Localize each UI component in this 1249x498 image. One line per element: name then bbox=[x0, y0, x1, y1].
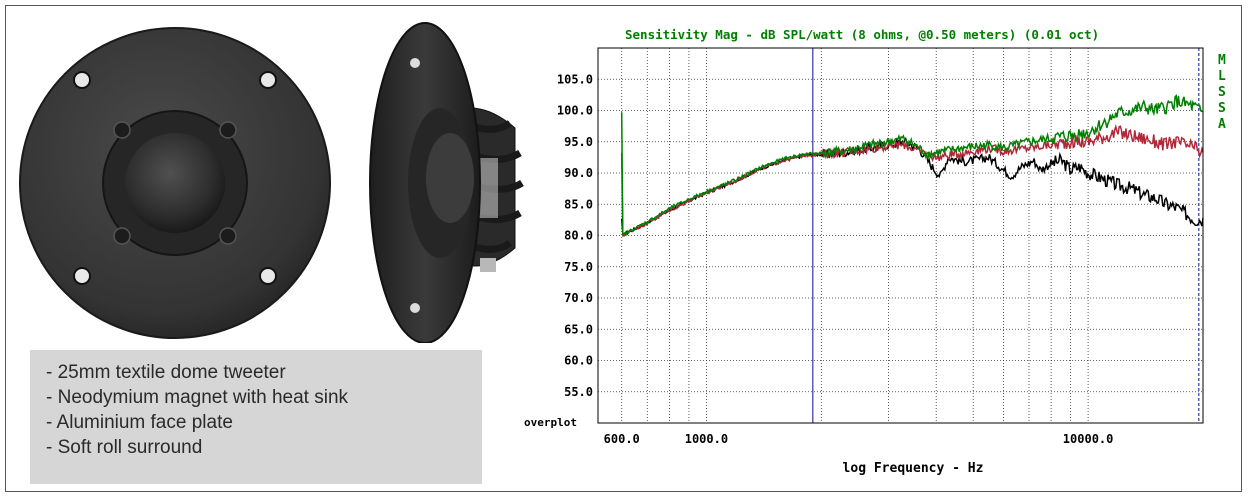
chart-title: Sensitivity Mag - dB SPL/watt (8 ohms, @… bbox=[625, 27, 1099, 42]
plot-area-border bbox=[597, 47, 1204, 424]
tweeter-side-view bbox=[369, 22, 524, 343]
mlssa-letter: S bbox=[1218, 101, 1226, 116]
x-tick-label: 600.0 bbox=[604, 432, 640, 446]
feature-item: - Soft roll surround bbox=[46, 437, 203, 458]
product-images bbox=[19, 22, 524, 343]
y-tick-label: 75.0 bbox=[564, 260, 593, 274]
x-axis-label: log Frequency - Hz bbox=[843, 461, 984, 476]
y-tick-label: 60.0 bbox=[564, 354, 593, 368]
y-tick-label: 105.0 bbox=[557, 72, 593, 86]
y-tick-label: 70.0 bbox=[564, 291, 593, 305]
y-tick-labels: 55.0 60.0 65.0 70.0 75.0 80.0 85.0 90.0 95.0 100.… bbox=[557, 72, 593, 399]
y-tick-label: 65.0 bbox=[564, 322, 593, 336]
y-tick-label: 90.0 bbox=[564, 166, 593, 180]
x-tick-label: 1000.0 bbox=[685, 432, 728, 446]
y-tick-label: 100.0 bbox=[557, 104, 593, 118]
y-tick-label: 55.0 bbox=[564, 385, 593, 399]
chart-series bbox=[620, 94, 1204, 238]
feature-item: - 25mm textile dome tweeter bbox=[46, 362, 286, 383]
mlssa-letter: L bbox=[1218, 69, 1226, 84]
mlssa-letter: S bbox=[1218, 85, 1226, 100]
series-line bbox=[620, 124, 1204, 237]
x-tick-label: 10000.0 bbox=[1063, 432, 1114, 446]
tweeter-front-view bbox=[19, 27, 331, 339]
overplot-label: overplot bbox=[524, 416, 577, 429]
x-tick-labels: 600.0 1000.0 10000.0 bbox=[604, 432, 1114, 446]
y-tick-label: 80.0 bbox=[564, 229, 593, 243]
feature-item: - Neodymium magnet with heat sink bbox=[46, 387, 349, 408]
mlssa-letter: A bbox=[1218, 117, 1226, 132]
chart-grid bbox=[598, 48, 1204, 423]
y-tick-label: 85.0 bbox=[564, 197, 593, 211]
feature-item: - Aluminium face plate bbox=[46, 412, 233, 433]
mlssa-letter: M bbox=[1218, 53, 1226, 68]
series-line bbox=[620, 136, 1204, 238]
y-tick-label: 95.0 bbox=[564, 135, 593, 149]
series-line bbox=[620, 94, 1204, 237]
chart-markers bbox=[812, 48, 1200, 423]
features-panel: - 25mm textile dome tweeter - Neodymium … bbox=[30, 350, 482, 484]
